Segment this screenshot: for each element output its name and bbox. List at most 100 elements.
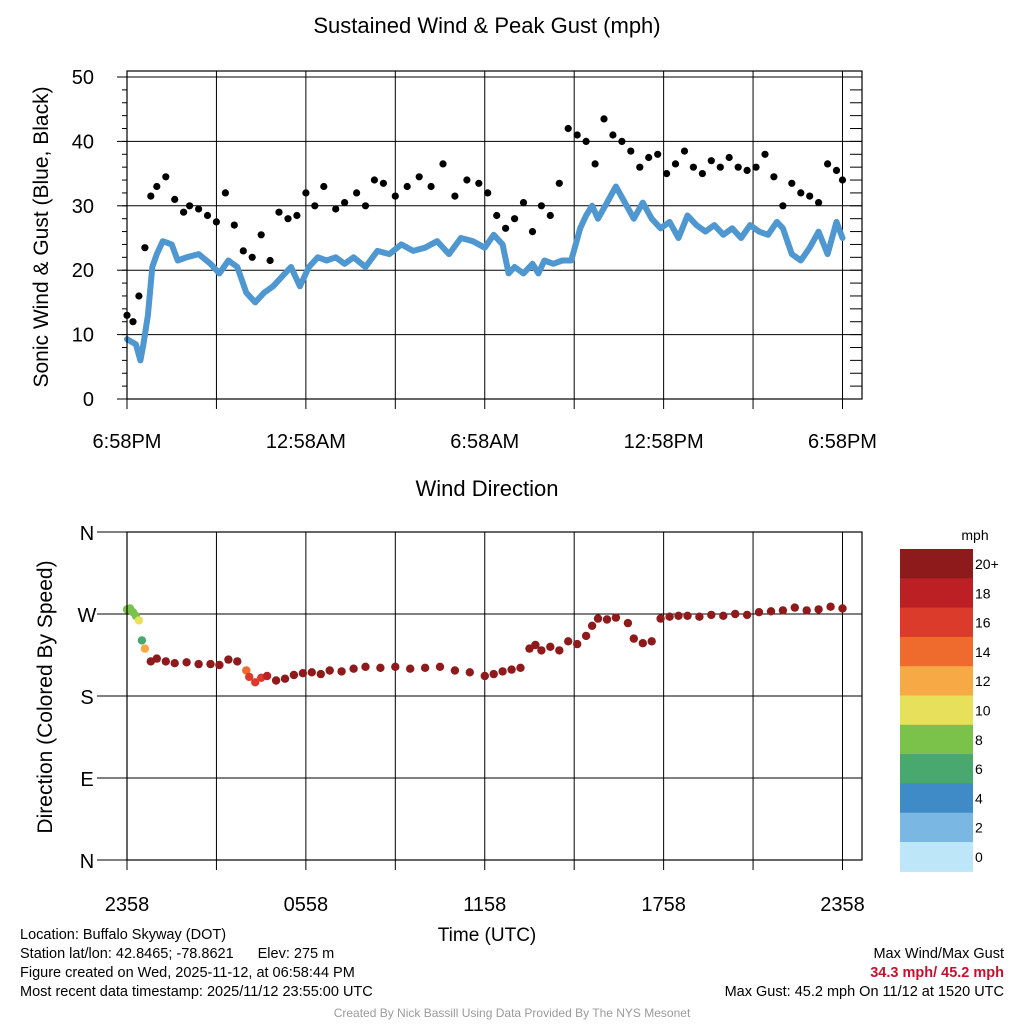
colorbar-swatch <box>900 812 973 843</box>
direction-point <box>838 604 847 613</box>
wind-chart-frame <box>126 70 863 400</box>
gust-point <box>141 244 149 252</box>
direction-xtick-label: 2358 <box>105 894 150 916</box>
wind-chart-marks <box>123 115 847 364</box>
wind-ytick-label: 50 <box>72 67 94 89</box>
created-text: Figure created on Wed, 2025-11-12, at 06… <box>20 965 355 981</box>
wind-xtick-label: 6:58AM <box>450 431 519 453</box>
direction-point <box>742 610 752 620</box>
direction-point <box>707 610 716 620</box>
max-summary: Max Wind/Max Gust 34.3 mph/ 45.2 mph Max… <box>725 945 1004 1002</box>
direction-point <box>546 642 555 651</box>
direction-point <box>766 607 776 616</box>
direction-point <box>137 636 147 645</box>
direction-point <box>289 670 299 680</box>
credit-text: Created By Nick Bassill Using Data Provi… <box>333 1006 691 1020</box>
gust-point <box>162 173 170 181</box>
direction-point <box>537 646 546 655</box>
gust-point <box>451 192 459 200</box>
colorbar-label: 20+ <box>975 556 999 572</box>
direction-point <box>602 615 612 624</box>
direction-chart-title: Wind Direction <box>415 476 558 501</box>
direction-point <box>719 611 728 620</box>
direction-chart-frame <box>126 531 863 861</box>
direction-point <box>593 614 603 623</box>
gust-point <box>212 218 220 226</box>
gust-point <box>824 160 832 168</box>
gust-point <box>510 215 519 223</box>
direction-ytick-label: S <box>80 687 93 709</box>
direction-point <box>316 669 325 679</box>
direction-ytick-label: W <box>78 605 97 627</box>
direction-point <box>489 669 498 679</box>
direction-point <box>802 606 811 615</box>
gust-point <box>838 176 847 184</box>
gust-point <box>135 292 143 300</box>
direction-xtick-label: 1758 <box>641 894 686 916</box>
direction-point <box>754 608 764 617</box>
direction-point <box>376 663 385 672</box>
gust-point <box>618 137 626 145</box>
gust-point <box>797 189 805 197</box>
wind-xtick-label: 12:58PM <box>624 431 704 453</box>
gust-point <box>734 163 742 171</box>
gust-point <box>815 199 823 207</box>
gust-point <box>341 199 349 207</box>
colorbar-title: mph <box>961 527 988 543</box>
direction-point <box>450 666 460 675</box>
direction-point <box>564 637 573 646</box>
colorbar-label: 12 <box>975 673 991 689</box>
gust-point <box>293 211 301 220</box>
gust-point <box>689 163 698 171</box>
gust-point <box>582 137 590 145</box>
direction-point <box>406 664 415 673</box>
direction-point <box>623 618 633 628</box>
direction-point <box>611 613 621 622</box>
direction-point <box>420 663 430 672</box>
speed-colorbar: 20+ 18 16 14 12 10 8 6 4 2 0 <box>900 549 999 872</box>
gust-point <box>528 228 537 236</box>
colorbar-swatch <box>900 783 973 814</box>
gust-point <box>555 179 563 187</box>
direction-chart-ticks: N E S W N 2358 0558 1158 1758 2358 <box>78 523 865 916</box>
gust-point <box>180 208 188 216</box>
gust-point <box>493 211 501 220</box>
gust-point <box>379 179 387 187</box>
gust-point <box>403 182 411 191</box>
wind-xtick-label: 12:58AM <box>266 431 346 453</box>
gust-point <box>475 179 483 187</box>
wind-ytick-label: 30 <box>72 196 94 218</box>
wind-ytick-label: 40 <box>72 131 94 153</box>
gust-point <box>671 160 680 168</box>
colorbar-label: 2 <box>975 820 983 836</box>
gust-point <box>248 253 256 261</box>
direction-point <box>206 659 215 669</box>
gust-point <box>752 163 760 171</box>
location-text: Location: Buffalo Skyway (DOT) <box>20 927 227 943</box>
wind-chart-ticks: 0 10 20 30 40 50 6:58PM 12:58AM 6:58AM 12:58PM 6:5… <box>72 67 877 453</box>
gust-point <box>275 208 283 216</box>
gust-point <box>195 205 203 213</box>
gust-point <box>698 170 707 178</box>
latlon-text: Station lat/lon: 42.8465; -78.8621 <box>20 946 234 962</box>
gust-point <box>463 176 471 184</box>
gust-point <box>636 163 644 171</box>
gust-point <box>546 211 554 220</box>
gust-point <box>484 189 492 197</box>
direction-chart-xlabel: Time (UTC) <box>438 925 537 946</box>
colorbar-swatch <box>900 695 973 726</box>
gust-point <box>370 176 378 184</box>
direction-point <box>665 612 674 621</box>
colorbar-label: 6 <box>975 761 983 777</box>
direction-point <box>435 662 445 671</box>
wind-ytick-label: 10 <box>72 325 94 347</box>
gust-point <box>788 179 796 187</box>
direction-point <box>349 664 358 673</box>
colorbar-label: 18 <box>975 585 991 601</box>
direction-point <box>555 646 564 655</box>
colorbar-label: 14 <box>975 644 991 660</box>
direction-point <box>361 662 370 671</box>
gust-point <box>654 150 662 158</box>
latlon-line: Station lat/lon: 42.8465; -78.8621 Elev: … <box>20 945 373 964</box>
direction-point <box>647 637 656 646</box>
